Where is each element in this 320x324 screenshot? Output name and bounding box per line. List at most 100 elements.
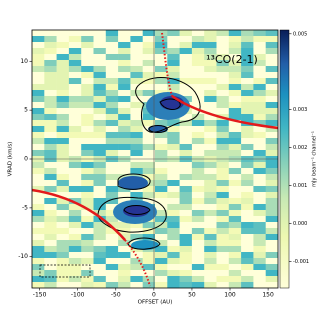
noise-cell	[179, 186, 193, 193]
noise-cell	[105, 240, 119, 247]
noise-cell	[68, 186, 82, 193]
noise-cell	[241, 60, 254, 67]
noise-cell	[216, 102, 230, 109]
noise-cell	[204, 264, 217, 271]
noise-cell	[118, 186, 131, 193]
noise-cell	[265, 210, 278, 217]
noise-cell	[265, 96, 278, 103]
noise-cell	[241, 264, 254, 271]
noise-cell	[44, 252, 57, 259]
noise-cell	[204, 138, 217, 145]
noise-cell	[191, 126, 205, 133]
noise-cell	[167, 276, 180, 283]
noise-cell	[93, 192, 107, 199]
noise-cell	[204, 162, 217, 169]
noise-cell	[56, 102, 70, 109]
noise-cell	[155, 270, 168, 277]
noise-cell	[253, 162, 266, 169]
noise-cell	[81, 102, 94, 109]
noise-cell	[167, 282, 180, 288]
noise-cell	[253, 282, 266, 288]
noise-cell	[265, 246, 278, 253]
noise-cell	[228, 90, 242, 97]
noise-cell	[93, 114, 107, 121]
noise-cell	[56, 270, 70, 277]
noise-cell	[93, 222, 107, 229]
noise-cell	[265, 204, 278, 211]
noise-cell	[265, 222, 278, 229]
noise-cell	[32, 54, 45, 61]
noise-cell	[253, 132, 266, 139]
noise-cell	[44, 114, 57, 121]
noise-cell	[44, 168, 57, 175]
y-tick-label: -5	[22, 204, 28, 211]
colorbar-tick-label: 0.000	[293, 221, 307, 227]
noise-cell	[32, 264, 45, 271]
noise-cell	[68, 90, 82, 97]
noise-cell	[191, 192, 205, 199]
noise-cell	[179, 210, 193, 217]
noise-cell	[32, 72, 45, 79]
noise-cell	[253, 168, 266, 175]
noise-cell	[228, 276, 242, 283]
noise-cell	[191, 60, 205, 67]
noise-cell	[241, 42, 254, 49]
noise-cell	[44, 222, 57, 229]
noise-cell	[228, 162, 242, 169]
noise-cell	[68, 198, 82, 205]
noise-cell	[204, 234, 217, 241]
noise-cell	[68, 66, 82, 73]
noise-cell	[191, 120, 205, 127]
noise-cell	[118, 198, 131, 205]
noise-cell	[253, 174, 266, 181]
y-tick-label: -10	[18, 253, 28, 260]
noise-cell	[167, 174, 180, 181]
noise-cell	[204, 192, 217, 199]
noise-cell	[32, 120, 45, 127]
noise-cell	[81, 234, 94, 241]
noise-cell	[56, 258, 70, 265]
noise-cell	[130, 132, 143, 139]
noise-cell	[191, 72, 205, 79]
noise-cell	[105, 198, 119, 205]
noise-cell	[93, 234, 107, 241]
noise-cell	[167, 246, 180, 253]
noise-cell	[142, 60, 156, 67]
noise-cell	[105, 90, 119, 97]
noise-cell	[130, 258, 143, 265]
noise-cell	[179, 90, 193, 97]
noise-cell	[93, 78, 107, 85]
noise-cell	[130, 162, 143, 169]
noise-cell	[118, 150, 131, 157]
noise-cell	[81, 168, 94, 175]
noise-cell	[93, 120, 107, 127]
noise-cell	[68, 222, 82, 229]
noise-cell	[216, 84, 230, 91]
noise-cell	[44, 216, 57, 223]
noise-cell	[44, 126, 57, 133]
noise-cell	[241, 222, 254, 229]
noise-cell	[68, 228, 82, 235]
noise-cell	[216, 96, 230, 103]
noise-cell	[228, 204, 242, 211]
noise-cell	[32, 102, 45, 109]
noise-cell	[44, 72, 57, 79]
noise-cell	[167, 120, 180, 127]
noise-cell	[204, 258, 217, 265]
noise-cell	[253, 108, 266, 115]
noise-cell	[228, 234, 242, 241]
noise-cell	[191, 54, 205, 61]
noise-cell	[81, 270, 94, 277]
noise-cell	[253, 270, 266, 277]
noise-cell	[44, 258, 57, 265]
noise-cell	[56, 198, 70, 205]
noise-cell	[167, 144, 180, 151]
noise-cell	[179, 114, 193, 121]
noise-cell	[204, 66, 217, 73]
noise-cell	[228, 228, 242, 235]
noise-cell	[191, 132, 205, 139]
x-tick-label: -50	[111, 292, 121, 299]
noise-cell	[56, 120, 70, 127]
noise-cell	[56, 276, 70, 283]
noise-cell	[44, 84, 57, 91]
